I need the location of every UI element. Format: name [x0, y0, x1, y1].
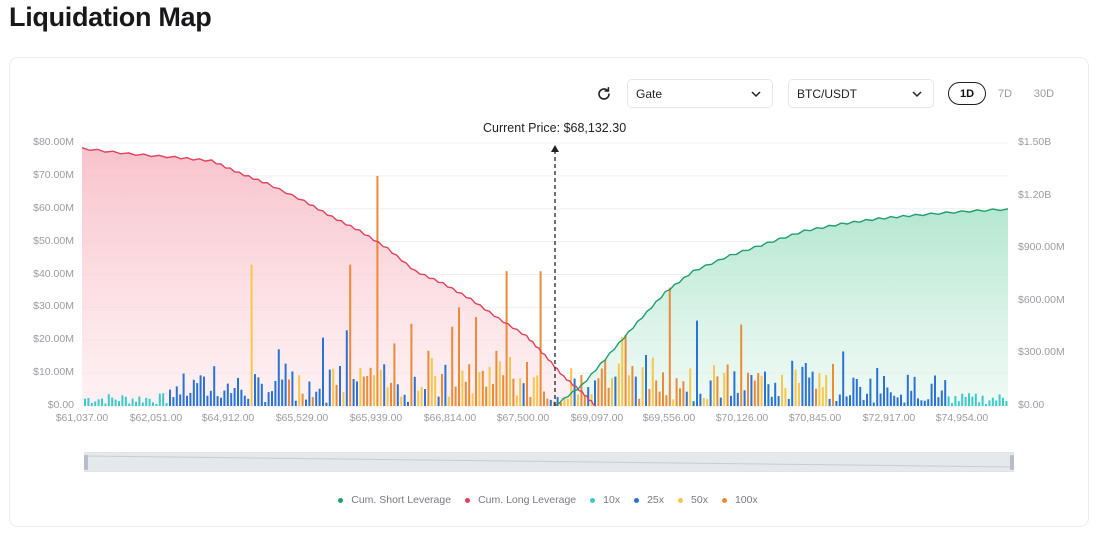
x-tick: $74,954.00 [935, 412, 989, 424]
range-7d-button[interactable]: 7D [997, 87, 1013, 100]
cumulative-lines [81, 147, 1009, 407]
legend-item-25x[interactable]: 25x [634, 494, 664, 506]
range-1d-button[interactable]: 1D [948, 82, 986, 105]
legend-item-50x[interactable]: 50x [678, 494, 708, 506]
x-tick: $66,814.00 [423, 412, 477, 424]
legend-dot-icon [634, 497, 640, 503]
y-left-tick: $40.00M [33, 267, 74, 280]
cumulative-areas [82, 147, 1008, 406]
x-tick: $70,845.00 [788, 412, 842, 424]
y-left-tick: $10.00M [33, 366, 74, 379]
x-tick: $61,037.00 [55, 412, 109, 424]
slider-preview [85, 455, 1013, 468]
x-tick: $69,097.00 [570, 412, 624, 424]
pair-select-value: BTC/USDT [797, 86, 857, 101]
exchange-select[interactable]: Gate [627, 79, 773, 108]
legend-item-10x[interactable]: 10x [590, 494, 620, 506]
y-left-tick: $0.00 [47, 399, 74, 411]
y-right-tick: $300.00M [1018, 346, 1065, 359]
leverage-bars [84, 175, 1008, 406]
legend-item-long[interactable]: Cum. Long Leverage [465, 494, 576, 506]
legend-dot-icon [465, 497, 471, 503]
chevron-down-icon [912, 91, 922, 98]
zoom-slider[interactable] [84, 452, 1014, 472]
x-tick: $62,051.00 [129, 412, 183, 424]
exchange-select-value: Gate [636, 86, 663, 101]
legend-dot-icon [678, 497, 684, 503]
legend-item-short[interactable]: Cum. Short Leverage [338, 494, 451, 506]
legend-dot-icon [590, 497, 596, 503]
x-tick: $65,529.00 [275, 412, 329, 424]
pair-select[interactable]: BTC/USDT [788, 79, 934, 108]
y-left-tick: $50.00M [33, 234, 74, 247]
x-tick: $65,939.00 [349, 412, 403, 424]
y-right-tick: $1.50B [1018, 136, 1052, 148]
x-tick: $67,500.00 [496, 412, 550, 424]
y-left-tick: $20.00M [33, 333, 74, 346]
refresh-icon[interactable] [596, 86, 612, 102]
legend-item-100x[interactable]: 100x [721, 494, 758, 506]
legend-dot-icon [721, 497, 727, 503]
current-price-label: Current Price: $68,132.30 [483, 121, 627, 135]
x-tick: $72,917.00 [862, 412, 916, 424]
slider-handle-right[interactable] [1010, 455, 1014, 470]
y-left-tick: $70.00M [33, 168, 74, 181]
y-right-tick: $1.20B [1018, 188, 1052, 201]
y-right-tick: $600.00M [1018, 293, 1065, 306]
y-right-tick: $900.00M [1018, 241, 1065, 254]
x-tick: $69,556.00 [642, 412, 696, 424]
y-right-tick: $0.00 [1018, 399, 1045, 411]
x-tick: $64,912.00 [201, 412, 255, 424]
legend-dot-icon [338, 497, 344, 503]
y-left-tick: $60.00M [33, 201, 74, 214]
x-tick: $70,126.00 [715, 412, 769, 424]
page-title: Liquidation Map [9, 2, 212, 32]
range-30d-button[interactable]: 30D [1033, 87, 1055, 100]
chart-legend: Cum. Short Leverage Cum. Long Leverage 1… [0, 494, 1096, 506]
y-left-tick: $30.00M [33, 300, 74, 313]
current-price-arrow-icon [551, 145, 559, 152]
slider-handle-left[interactable] [84, 455, 88, 470]
y-left-tick: $80.00M [33, 136, 74, 148]
chevron-down-icon [751, 91, 761, 98]
